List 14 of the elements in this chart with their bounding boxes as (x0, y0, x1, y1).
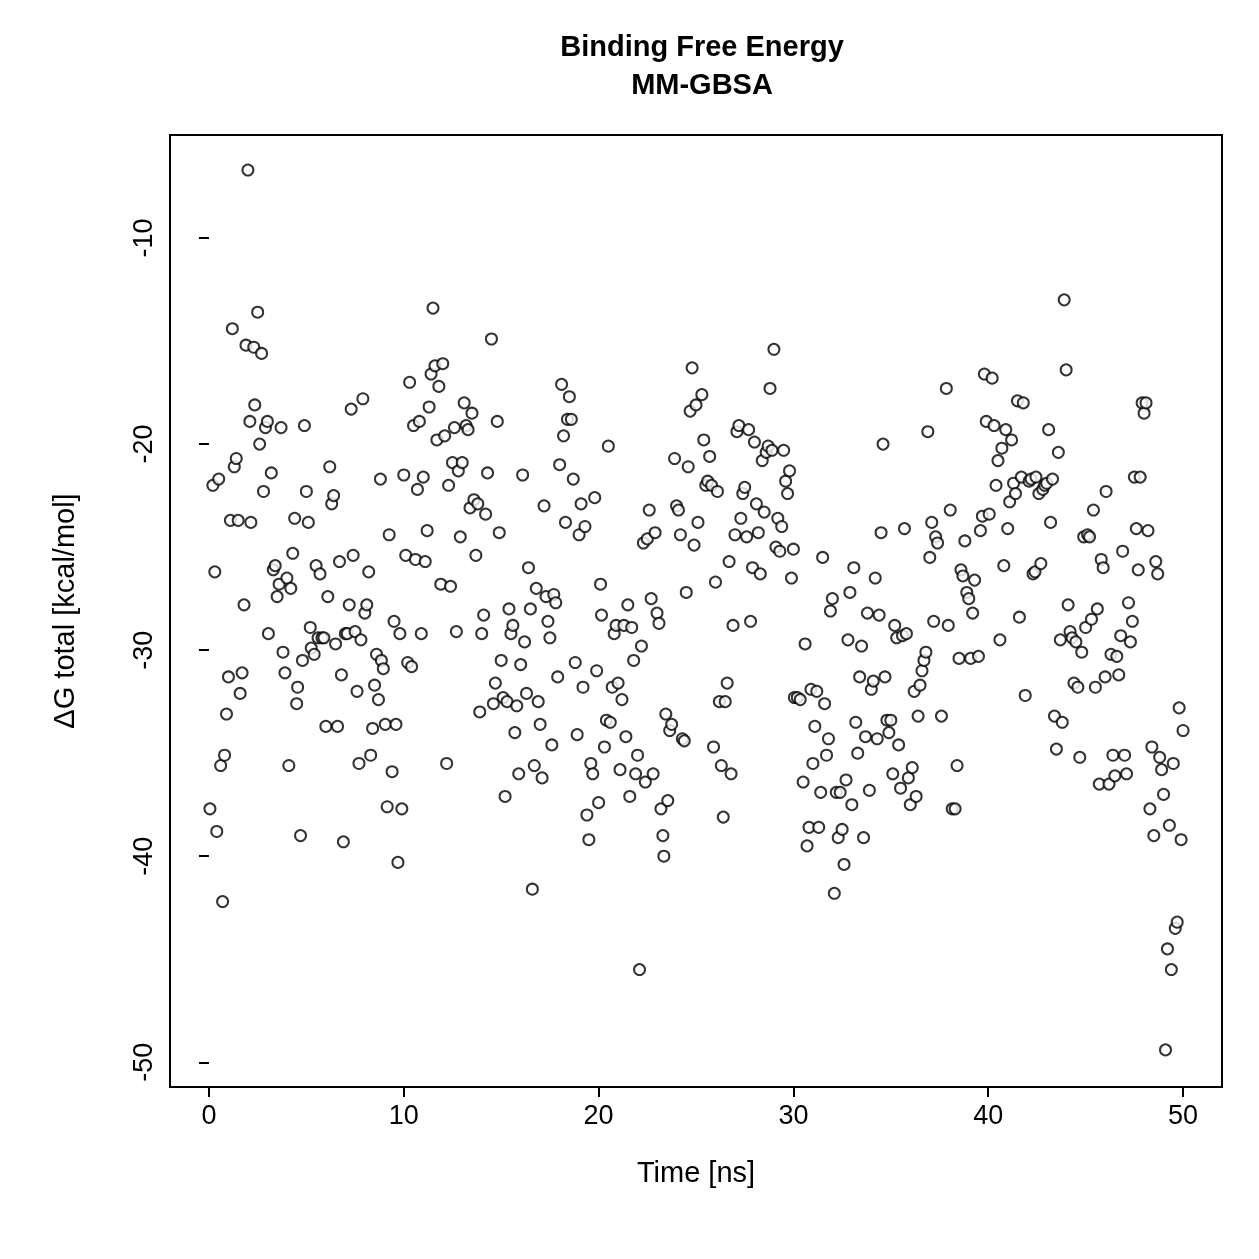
y-tick-label: -50 (127, 1042, 158, 1082)
x-tick-label: 20 (583, 1099, 614, 1130)
x-tick-label: 50 (1168, 1099, 1199, 1130)
x-axis-title: Time [ns] (636, 1155, 756, 1188)
y-tick-label: -10 (127, 218, 158, 258)
x-tick-label: 0 (201, 1099, 217, 1130)
y-tick-label: -20 (127, 424, 158, 464)
y-tick-label: -40 (127, 836, 158, 876)
x-tick-label: 10 (388, 1099, 419, 1130)
x-tick-label: 30 (778, 1099, 809, 1130)
x-tick-label: 40 (973, 1099, 1004, 1130)
y-tick-label: -30 (127, 630, 158, 670)
chart-title: Binding Free Energy MM-GBSA (560, 30, 844, 100)
y-axis-title: ΔG total [kcal/mol] (47, 493, 80, 729)
